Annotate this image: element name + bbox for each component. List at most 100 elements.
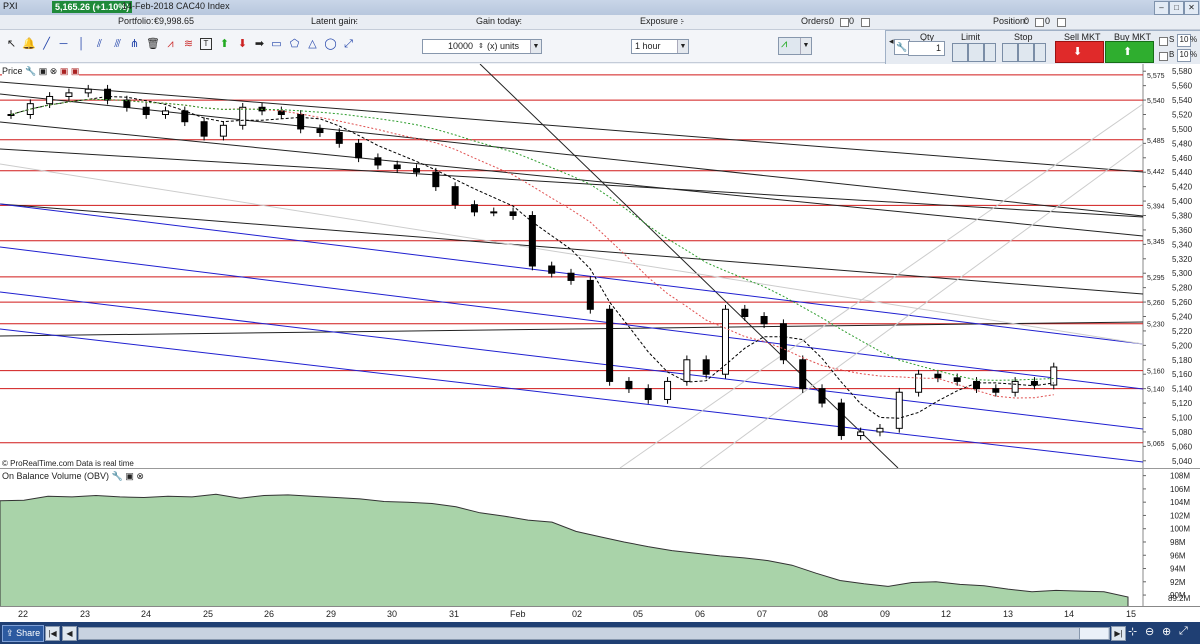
horizontal-scrollbar[interactable] xyxy=(78,627,1110,640)
x-tick-label: 06 xyxy=(695,609,706,619)
orders-label: Orders: xyxy=(801,16,832,26)
share-button[interactable]: ⇪ Share xyxy=(2,625,45,642)
buy-icon: ⬆ xyxy=(1123,46,1133,58)
price-chart-svg[interactable]: 5,575 5,540 5,485 5,442 5,394 5,345 5,295 5,260… xyxy=(0,64,1200,468)
trash-icon[interactable]: 🗑 xyxy=(146,38,160,50)
close-pane-icon[interactable]: ⊗ xyxy=(49,66,58,76)
units-field[interactable]: 10000 ⇕ (x) units ▼ xyxy=(422,39,542,54)
candle-body xyxy=(702,359,710,375)
qty-input[interactable]: 1 xyxy=(908,41,945,56)
x-tick-label: Feb xyxy=(510,609,526,619)
limit-extra-button[interactable] xyxy=(984,43,996,62)
fibonacci-retracement-icon[interactable]: ≋ xyxy=(183,38,194,50)
sell-slippage-value[interactable]: 10 xyxy=(1177,34,1191,47)
fit-icon[interactable]: ⤢ xyxy=(1179,625,1188,637)
buy-market-button[interactable]: ⬆ xyxy=(1105,41,1154,63)
buy-slippage-checkbox[interactable] xyxy=(1159,52,1168,61)
alert-bell-icon[interactable]: 🔔 xyxy=(22,38,36,50)
y-tick-label: 5,300 xyxy=(1172,269,1193,278)
scroll-right-icon[interactable]: ▶| xyxy=(1111,626,1126,641)
zoom-in-icon[interactable]: ⊕ xyxy=(1162,626,1172,638)
pitchfork-icon[interactable]: ⋔ xyxy=(129,38,140,50)
chevron-down-icon[interactable]: ▼ xyxy=(800,38,811,54)
move-up-icon[interactable]: ▣ xyxy=(59,66,69,76)
minimize-icon[interactable]: – xyxy=(1154,1,1169,15)
pointer-icon[interactable]: ↖ xyxy=(6,38,17,50)
move-down-icon[interactable]: ▣ xyxy=(70,66,80,76)
candle-body xyxy=(567,272,575,281)
fibonacci-fan-icon[interactable]: ⫽ xyxy=(97,38,102,50)
triangle-icon[interactable]: △ xyxy=(308,38,317,50)
scrollbar-thumb[interactable] xyxy=(1079,628,1108,639)
rectangle-icon[interactable]: ▭ xyxy=(271,38,282,50)
sell-market-button[interactable]: ⬇ xyxy=(1055,41,1104,63)
properties-icon[interactable]: 🔧 xyxy=(111,471,123,481)
channel-icon[interactable]: ⫻ xyxy=(114,38,121,50)
window-icon[interactable]: ▣ xyxy=(125,471,134,481)
buy-slippage-pct: % xyxy=(1190,50,1198,59)
limit-buy-button[interactable] xyxy=(968,43,984,62)
y-tick-label: 5,260 xyxy=(1172,298,1193,307)
maximize-icon[interactable]: □ xyxy=(1169,1,1184,15)
qty-value: 1 xyxy=(935,43,941,53)
window-title-bar: PXI 5,165.26 (+1.10%) 14-Feb-2018 CAC40 … xyxy=(0,0,1200,16)
time-axis: 22 23 24 25 26 29 30 31 Feb 02 05 06 07 08 09 12 13 14 15 xyxy=(0,606,1200,623)
orders-checkbox-b[interactable] xyxy=(861,18,870,27)
units-label: (x) units xyxy=(487,41,520,51)
window-icon[interactable]: ▣ xyxy=(38,66,48,76)
y-tick-label: 5,420 xyxy=(1172,183,1193,192)
sell-arrow-icon[interactable]: ⬇ xyxy=(237,38,248,50)
zoom-out-icon[interactable]: ⊖ xyxy=(1145,626,1155,638)
measure-icon[interactable]: ⤢ xyxy=(344,38,353,50)
level-label: 5,140 xyxy=(1147,387,1165,394)
right-arrow-icon[interactable]: ➡ xyxy=(254,38,265,50)
vertical-line-icon[interactable]: │ xyxy=(78,38,85,50)
trend-line xyxy=(0,203,1144,295)
obv-chart-pane[interactable]: 108M 106M 104M 102M 100M 98M 96M 94M 92M 90M 89.2M… xyxy=(0,468,1200,607)
buy-arrow-icon[interactable]: ⬆ xyxy=(219,38,230,50)
zigzag-icon[interactable]: ⩘ xyxy=(167,38,174,50)
chevron-down-icon[interactable]: ▼ xyxy=(530,40,541,53)
timeframe-select[interactable]: 1 hour ▼ xyxy=(631,39,689,54)
y-tick-label: 5,400 xyxy=(1172,197,1193,206)
buy-slippage-value[interactable]: 10 xyxy=(1177,49,1191,62)
stop-extra-button[interactable] xyxy=(1034,43,1046,62)
timeframe-value: 1 hour xyxy=(635,41,661,51)
trend-line xyxy=(0,93,1144,217)
units-spinner-icon[interactable]: ⇕ xyxy=(478,43,484,50)
polygon-icon[interactable]: ⬠ xyxy=(289,38,300,50)
candle-body xyxy=(219,124,227,137)
stop-buy-button[interactable] xyxy=(1018,43,1034,62)
scroll-left-icon[interactable]: ◀ xyxy=(62,626,77,641)
chevron-down-icon[interactable]: ▼ xyxy=(677,40,688,53)
candle-body xyxy=(1030,380,1038,386)
text-tool-icon[interactable]: T xyxy=(200,38,212,50)
candle-body xyxy=(200,121,208,137)
position-checkbox-a[interactable] xyxy=(1035,18,1044,27)
close-icon[interactable]: ✕ xyxy=(1184,1,1199,15)
ellipse-icon[interactable]: ◯ xyxy=(324,38,337,50)
scroll-start-icon[interactable]: |◀ xyxy=(45,626,60,641)
trend-line-icon[interactable]: ╱ xyxy=(43,38,50,50)
position-checkbox-b[interactable] xyxy=(1057,18,1066,27)
close-pane-icon[interactable]: ⊗ xyxy=(136,471,144,481)
sell-slippage-checkbox[interactable] xyxy=(1159,37,1168,46)
properties-icon[interactable]: 🔧 xyxy=(25,66,37,76)
orders-checkbox-a[interactable] xyxy=(840,18,849,27)
candle-body xyxy=(779,323,787,361)
stop-sell-button[interactable] xyxy=(1002,43,1018,62)
obv-tick-label: 94M xyxy=(1170,565,1186,574)
x-tick-label: 22 xyxy=(18,609,29,619)
level-label: 5,442 xyxy=(1147,169,1165,176)
candle-body xyxy=(65,92,73,97)
candle-body xyxy=(876,427,884,433)
price-chart-pane[interactable]: 5,575 5,540 5,485 5,442 5,394 5,345 5,295 5,260… xyxy=(0,64,1200,468)
y-tick-label: 5,100 xyxy=(1172,414,1193,423)
candle-body xyxy=(664,380,672,400)
limit-sell-button[interactable] xyxy=(952,43,968,62)
chart-type-button[interactable]: ⩘ ▼ xyxy=(778,37,812,55)
crosshair-icon[interactable]: ⊹ xyxy=(1128,626,1138,638)
horizontal-line-icon[interactable]: ─ xyxy=(59,38,68,50)
level-label: 5,230 xyxy=(1147,322,1165,329)
